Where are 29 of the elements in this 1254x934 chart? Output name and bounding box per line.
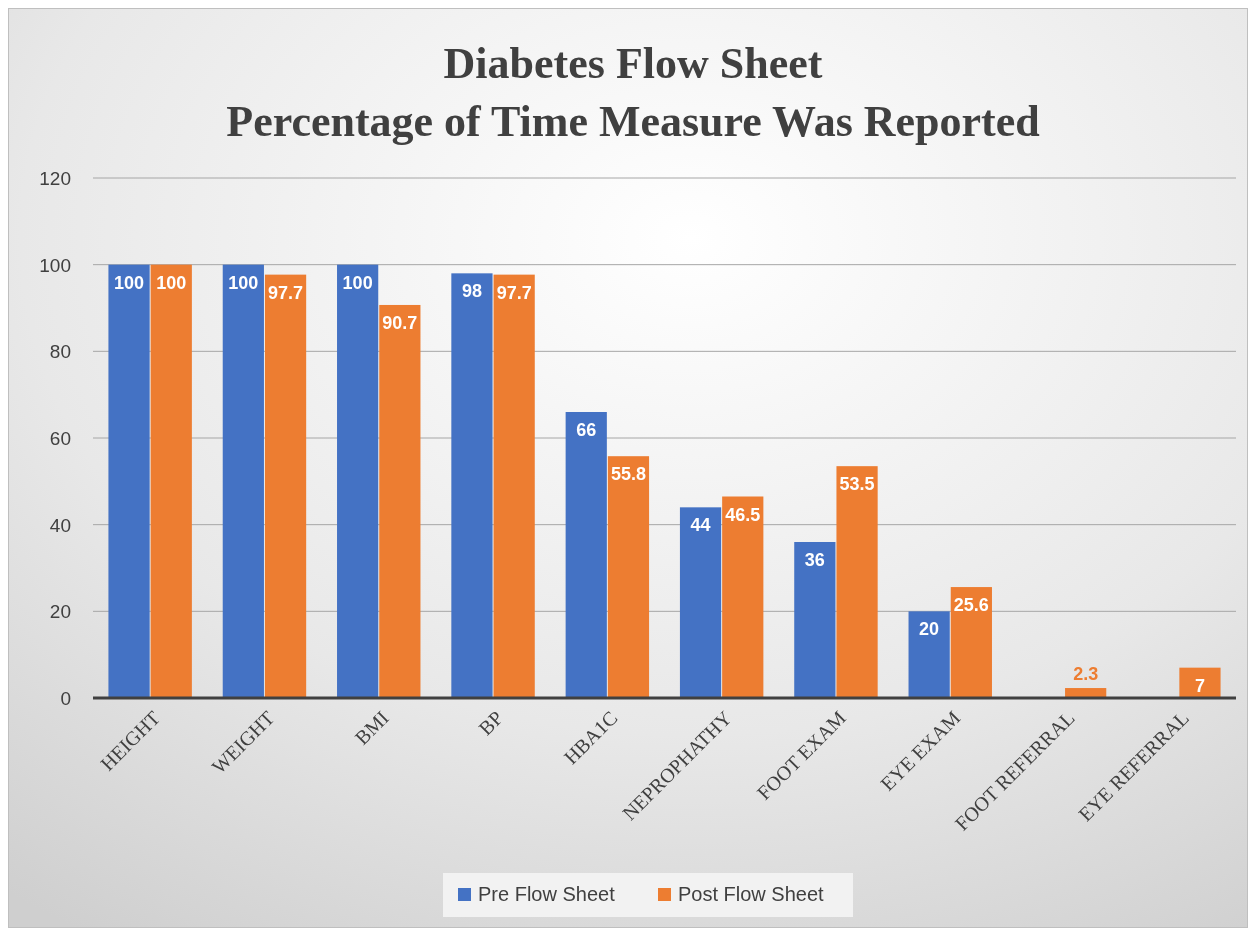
data-label: 100 <box>228 272 259 293</box>
data-label: 25.6 <box>953 595 989 616</box>
data-label: 36 <box>804 550 825 570</box>
y-tick-label: 0 <box>60 688 71 709</box>
y-tick-label: 80 <box>49 341 71 363</box>
y-tick-label: 40 <box>49 514 71 536</box>
data-label: 20 <box>919 619 940 640</box>
x-tick-label: BP <box>474 706 508 740</box>
data-label: 100 <box>156 272 187 293</box>
y-tick-label: 20 <box>49 601 71 623</box>
data-label: 100 <box>342 272 373 293</box>
y-tick-label: 60 <box>49 428 71 449</box>
data-label: 55.8 <box>610 464 646 485</box>
y-tick-label: 100 <box>39 254 71 276</box>
data-label: 44 <box>690 515 711 536</box>
data-label: 98 <box>461 281 482 302</box>
data-label: 66 <box>576 420 597 440</box>
data-label: 90.7 <box>382 312 418 333</box>
data-label: 7 <box>1194 675 1205 696</box>
data-label: 97.7 <box>268 282 304 303</box>
data-label: 2.3 <box>1073 664 1099 685</box>
y-tick-label: 120 <box>39 168 71 189</box>
data-label: 97.7 <box>496 282 532 303</box>
chart-title: Diabetes Flow Sheet Percentage of Time Measure Was Reported <box>226 39 1040 146</box>
data-label: 53.5 <box>839 474 875 495</box>
data-label: 100 <box>114 272 145 293</box>
data-label: 46.5 <box>725 504 761 525</box>
legend-label: Pre Flow Sheet <box>478 883 616 905</box>
legend-label: Post Flow Sheet <box>678 883 825 905</box>
